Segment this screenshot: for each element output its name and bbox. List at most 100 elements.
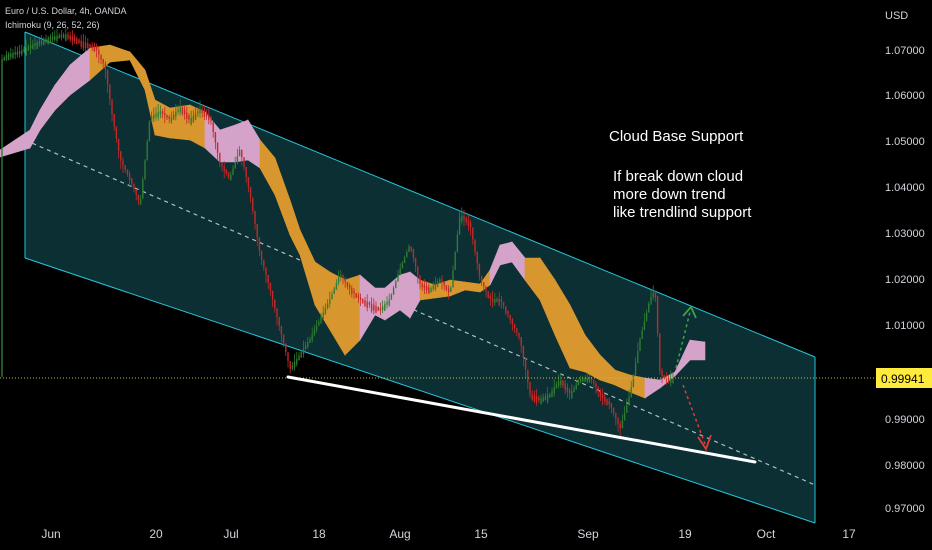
candle-body (634, 363, 637, 376)
candle-body (377, 307, 379, 311)
candle-body (463, 215, 465, 219)
candle-body (584, 378, 586, 382)
price-tick-label: 0.99000 (885, 414, 925, 426)
candle-body (34, 43, 36, 47)
candle-body (315, 325, 318, 331)
candle-body (483, 282, 485, 287)
candle-body (410, 246, 412, 251)
candle-body (397, 275, 399, 282)
cloud-segment (219, 124, 236, 163)
up-projection-arrow (675, 305, 697, 369)
candle-body (265, 267, 267, 275)
candle-body (214, 132, 217, 143)
candle-body (124, 165, 126, 170)
candle-body (615, 413, 617, 419)
candle-body (630, 387, 632, 398)
candle-body (458, 217, 461, 235)
candle-body (388, 299, 390, 306)
candle-body (337, 277, 340, 283)
candle-body (302, 348, 305, 354)
candle-body (80, 40, 82, 47)
time-axis[interactable]: Jun 20 Jul 18 Aug 15 Sep 19 Oct 17 (41, 527, 856, 541)
candle-body (280, 325, 283, 335)
candle-body (505, 306, 507, 314)
candle-body (109, 84, 111, 100)
candle-body (551, 391, 553, 398)
cloud-segment (464, 281, 481, 293)
annotation-note[interactable]: Cloud Base Support If break down cloud m… (609, 128, 752, 221)
candle-body (205, 112, 208, 117)
candle-body (524, 357, 527, 370)
candle-body (271, 290, 274, 300)
candle-body (230, 174, 232, 181)
candle-body (386, 302, 388, 305)
symbol-title[interactable]: Euro / U.S. Dollar, 4h, OANDA (5, 6, 127, 16)
candle-body (645, 312, 648, 322)
candle-body (234, 162, 236, 169)
price-tick-label: 1.07000 (885, 45, 925, 57)
candle-body (531, 394, 533, 400)
candle-body (450, 287, 452, 293)
candle-body (454, 252, 456, 270)
candle-body (546, 395, 549, 402)
candle-body (654, 292, 657, 298)
candle-body (533, 395, 536, 401)
candle-body (456, 234, 459, 253)
candle-body (540, 398, 542, 405)
candle-body (12, 52, 14, 59)
candle-body (511, 319, 514, 324)
indicator-label[interactable]: Ichimoku (9, 26, 52, 26) (5, 20, 100, 30)
candle-body (375, 305, 377, 313)
candle-body (447, 288, 450, 293)
candle-body (436, 281, 439, 288)
candle-body (62, 34, 65, 39)
time-tick-label: Jul (223, 527, 238, 541)
candle-body (16, 51, 19, 55)
candle-body (619, 424, 621, 429)
candle-body (632, 375, 635, 388)
candle-body (573, 388, 575, 393)
candle-body (54, 36, 56, 41)
candle-body (443, 282, 445, 286)
candle-body (221, 163, 223, 167)
candle-body (232, 168, 234, 176)
candle-body (276, 308, 278, 317)
candle-body (392, 288, 395, 295)
candle-body (120, 151, 122, 161)
candle-body (161, 111, 164, 114)
candle-body (588, 377, 591, 383)
candle-body (496, 299, 498, 302)
candle-body (412, 248, 415, 258)
candle-body (430, 288, 432, 293)
candle-body (38, 41, 41, 45)
candle-body (335, 283, 338, 290)
candle-body (628, 397, 630, 406)
price-axis[interactable]: USD 1.07000 1.06000 1.05000 1.04000 1.03000 1… (885, 10, 925, 515)
candle-body (155, 113, 157, 118)
candle-body (40, 40, 43, 45)
candle-body (175, 112, 177, 117)
time-tick-label: Sep (577, 527, 599, 541)
candle-body (368, 302, 371, 305)
candle-body (282, 334, 285, 344)
candle-body (667, 378, 670, 383)
candle-body (326, 303, 329, 309)
candle-body (21, 50, 23, 55)
candle-body (1, 59, 3, 377)
candle-body (408, 246, 410, 252)
candle-body (135, 189, 137, 195)
time-tick-label: Oct (757, 527, 776, 541)
candle-body (586, 377, 588, 382)
candle-body (43, 39, 45, 46)
candle-body (560, 380, 562, 386)
cloud-segment (689, 339, 706, 361)
candle-body (555, 384, 558, 389)
candle-body (45, 38, 47, 43)
annotation-line-3: like trendlind support (613, 204, 752, 221)
candle-body (245, 167, 247, 177)
candle-body (150, 116, 153, 123)
support-trendline[interactable] (286, 375, 757, 464)
candle-body (571, 391, 573, 399)
last-price-value: 0.99941 (881, 372, 925, 386)
